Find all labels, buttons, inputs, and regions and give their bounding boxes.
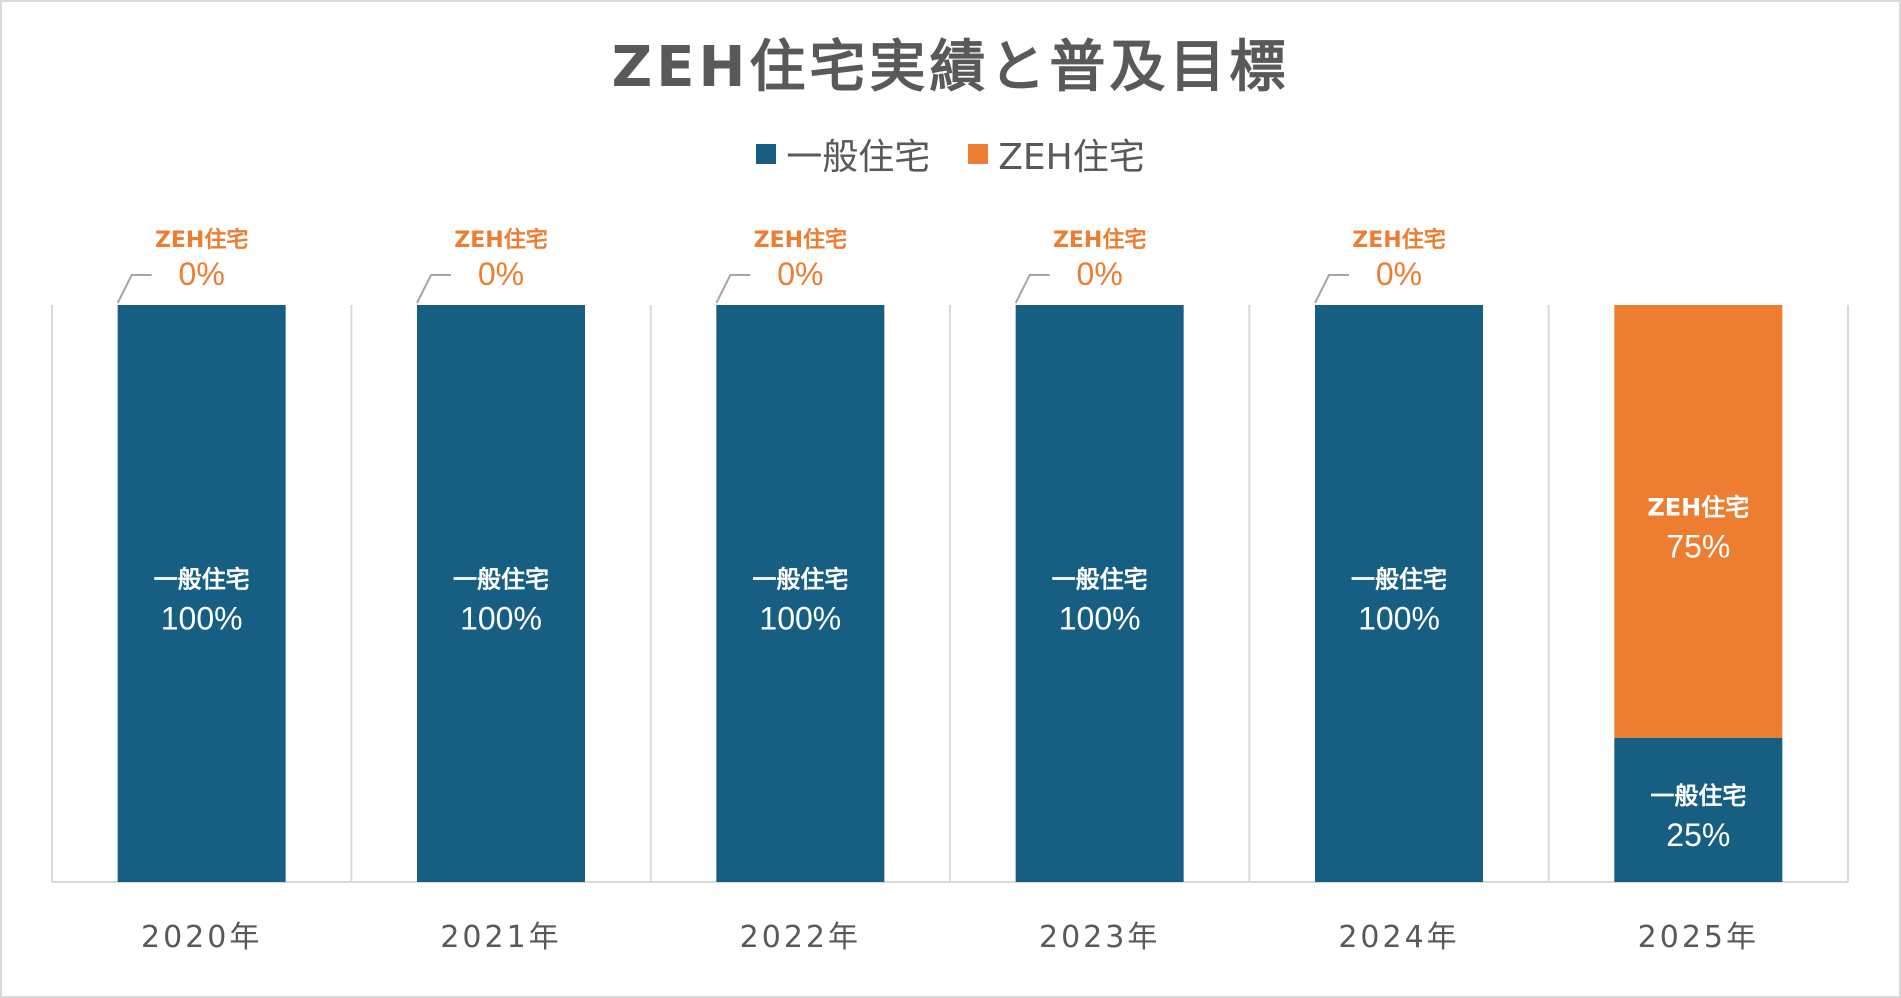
- callout-leader-line: [715, 274, 751, 304]
- data-label-value: 100%: [759, 601, 841, 637]
- data-label-value: 100%: [161, 601, 243, 637]
- x-tick-label: 2024年: [1338, 920, 1459, 955]
- x-tick-label: 2023年: [1039, 920, 1160, 955]
- legend-label-zeh: ZEH住宅: [998, 137, 1145, 178]
- callout-label-value: 0%: [1077, 256, 1123, 292]
- callout-label-series: ZEH住宅: [454, 227, 547, 253]
- data-label-series: 一般住宅: [1351, 566, 1447, 594]
- callout-label-series: ZEH住宅: [754, 227, 847, 253]
- callout-label-series: ZEH住宅: [155, 227, 248, 253]
- x-tick-label: 2020年: [141, 920, 262, 955]
- legend-item-ippan: 一般住宅: [756, 128, 930, 180]
- callout-label-value: 0%: [1376, 256, 1422, 292]
- data-label-series: 一般住宅: [1052, 566, 1148, 594]
- bar-segment: [1015, 305, 1184, 882]
- data-label-value: 100%: [1059, 601, 1141, 637]
- legend-swatch-zeh: [968, 144, 989, 164]
- callout-label-series: ZEH住宅: [1352, 227, 1445, 253]
- data-label-value: 100%: [1358, 601, 1440, 637]
- legend-swatch-ippan: [756, 144, 777, 164]
- callout-label-value: 0%: [179, 256, 225, 292]
- chart-legend: 一般住宅 ZEH住宅: [0, 128, 1901, 180]
- data-label-series: ZEH住宅: [1647, 493, 1749, 521]
- callout-leader-line: [1314, 274, 1349, 304]
- data-label-series: 一般住宅: [453, 566, 549, 594]
- data-label-value: 25%: [1666, 817, 1730, 853]
- x-tick-label: 2025年: [1638, 920, 1759, 955]
- data-label-series: 一般住宅: [1650, 782, 1746, 810]
- data-label-series: 一般住宅: [752, 566, 848, 594]
- data-label-value: 75%: [1666, 528, 1730, 564]
- callout-leader-line: [1014, 274, 1050, 304]
- chart-title: ZEH住宅実績と普及目標: [611, 35, 1290, 100]
- x-tick-label: 2022年: [740, 920, 861, 955]
- callout-label-value: 0%: [777, 256, 823, 292]
- x-tick-label: 2021年: [440, 920, 561, 955]
- callout-label-series: ZEH住宅: [1053, 227, 1146, 253]
- bar-segment: [117, 305, 286, 882]
- callout-leader-line: [116, 274, 152, 304]
- callout-leader-line: [416, 274, 451, 304]
- bar-segment: [716, 305, 885, 882]
- data-label-value: 100%: [460, 601, 542, 637]
- bar-segment: [1614, 737, 1783, 882]
- legend-label-ippan: 一般住宅: [786, 137, 931, 178]
- bar-segment: [1315, 305, 1483, 882]
- legend-item-zeh: ZEH住宅: [968, 128, 1145, 180]
- bar-segment: [417, 305, 585, 882]
- callout-label-value: 0%: [478, 256, 524, 292]
- data-label-series: 一般住宅: [154, 566, 250, 594]
- bar-segment: [1614, 305, 1783, 738]
